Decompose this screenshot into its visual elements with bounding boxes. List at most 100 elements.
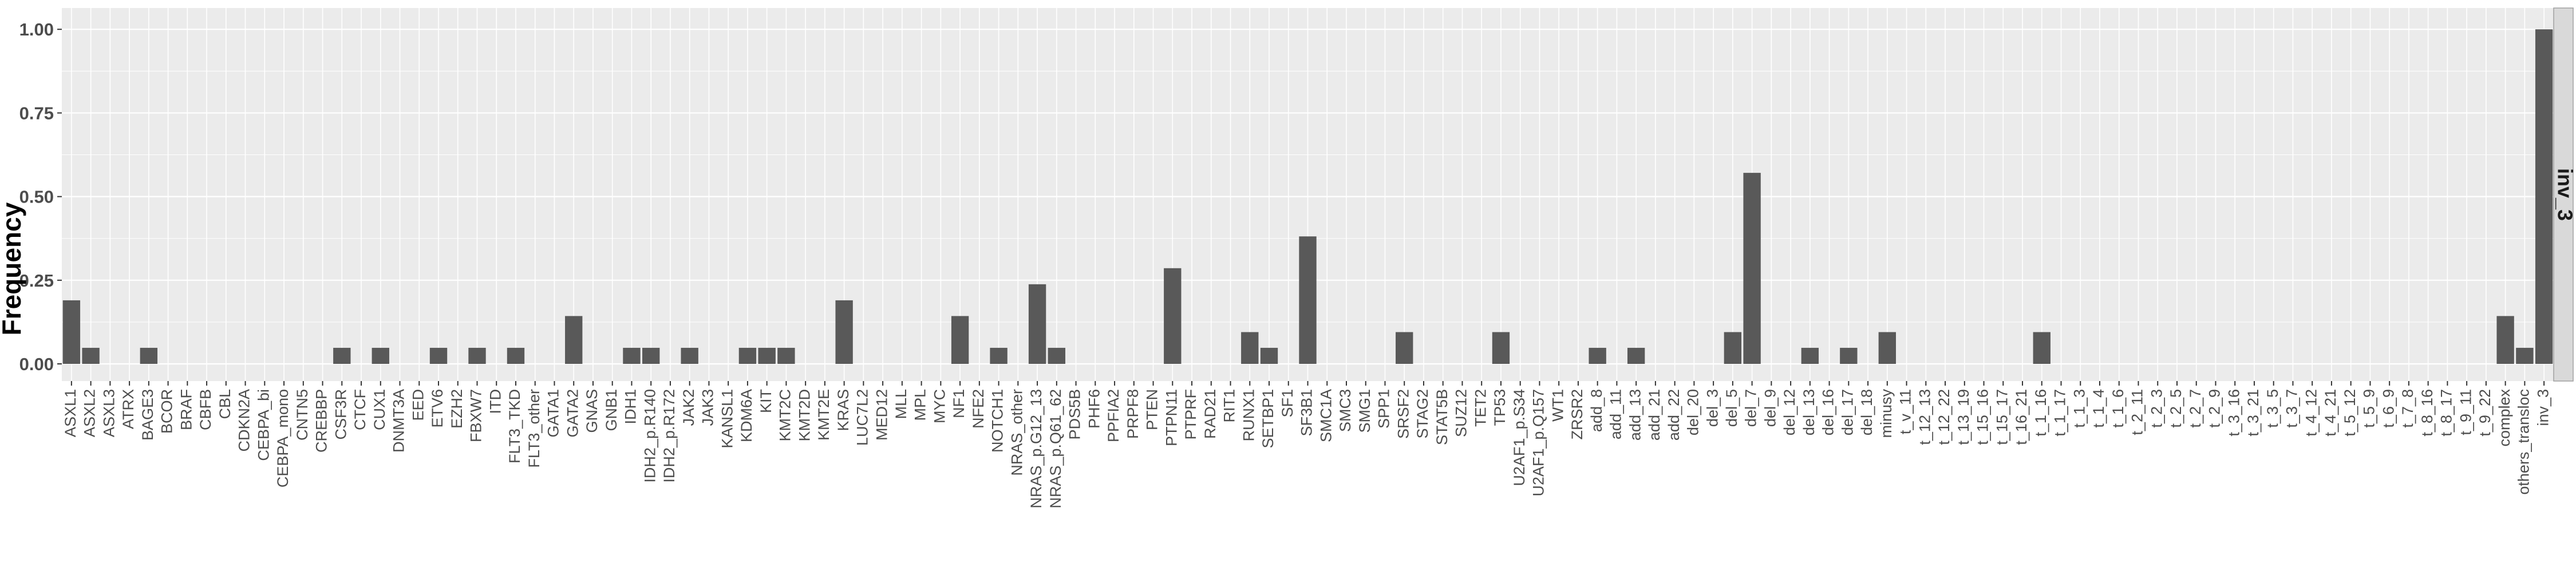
x-tick-label: CREBBP [313,389,330,453]
x-tick-label: t_3_16 [2225,389,2242,437]
x-tick-label: JAK2 [680,389,697,426]
y-tick-label: 0.50 [19,187,54,207]
bar-others_transloc [2516,347,2534,364]
x-tick-label: complex [2496,389,2513,447]
x-tick-label: MYC [931,389,948,423]
x-tick-label: t_3_7 [2283,389,2301,428]
x-tick-label: t_6_9 [2380,389,2397,428]
bar-IDH1 [623,347,641,364]
x-tick-label: others_transloc [2515,389,2532,495]
x-tick-label: NFE2 [970,389,987,429]
x-tick-label: t_2_11 [2129,389,2146,435]
x-tick-label: t_1_6 [2109,389,2127,428]
bar-add_8 [1589,347,1606,364]
x-tick-label: SETBP1 [1259,389,1277,449]
y-tick-label: 1.00 [19,19,54,39]
x-tick-label: t_4_21 [2322,389,2339,437]
grid-lines [62,8,2554,381]
x-tick-label: CTCF [351,389,369,430]
bar-FLT3_TKD [507,347,525,364]
x-tick-label: PRPF8 [1124,389,1141,439]
x-tick-label: t_5_9 [2361,389,2378,428]
x-tick-label: KRAS [835,389,852,431]
x-tick-label: t_2_9 [2206,389,2223,428]
x-tick-label: t_15_17 [1993,389,2010,445]
x-tick-label: STAT5B [1433,389,1451,445]
x-tick-label: IDH1 [622,389,639,425]
x-tick-label: t_8_17 [2438,389,2455,437]
x-tick-label: LUC7L2 [854,389,871,446]
x-tick-label: NRAS_p.G12_13 [1028,389,1045,509]
x-tick-label: PPFIA2 [1105,389,1122,442]
x-tick-label: PDS5B [1066,389,1084,440]
x-tick-label: t_7_8 [2399,389,2416,428]
x-tick-label: KANSL1 [718,389,736,449]
bar-NRAS_p.Q61_62 [1048,347,1066,364]
x-tick-label: ASXL1 [62,389,79,437]
x-tick-label: NRAS_other [1008,389,1025,476]
x-tick-label: CUX1 [371,389,388,430]
x-tick-label: del_17 [1839,389,1856,435]
x-tick-label: del_7 [1743,389,1760,427]
x-tick-label: NOTCH1 [989,389,1006,453]
bar-CSF3R [333,347,351,364]
bar-KDM6A [738,347,757,364]
x-tick-label: KDM6A [738,389,755,442]
bar-TP53 [1492,332,1510,364]
x-tick-label: del_20 [1685,389,1702,435]
bar-FBXW7 [468,347,486,364]
x-tick-label: CDKN2A [236,389,253,452]
bar-NRAS_p.G12_13 [1028,284,1046,364]
x-tick-label: ITD [487,389,504,414]
x-tick-label: MPL [912,389,929,421]
x-tick-label: MLL [892,389,910,419]
bars [62,29,2553,364]
x-tick-label: t_2_7 [2187,389,2204,428]
x-tick-label: GATA2 [564,389,581,438]
x-tick-label: FBXW7 [468,389,485,442]
x-tick-label: MED12 [873,389,890,441]
x-tick-label: SMG1 [1356,389,1373,433]
x-tick-label: CEBPA_mono [274,389,291,487]
x-tick-label: add_8 [1588,389,1605,432]
x-tick-label: KMT2D [796,389,813,442]
x-tick-label: IDH2_p.R172 [661,389,678,483]
x-tick-label: EZH2 [448,389,465,429]
x-tick-label: TP53 [1491,389,1508,426]
bar-del_5 [1724,332,1742,364]
x-tick-label: ETV6 [429,389,446,428]
bar-del_13 [1801,347,1819,364]
x-tick-label: SF3B1 [1298,389,1315,437]
x-tick-label: RUNX1 [1240,389,1257,442]
x-tick-label: ATRX [120,389,137,429]
x-tick-label: SRSF2 [1394,389,1412,439]
x-tick-label: t_12_22 [1935,389,1953,445]
x-tick-label: SF1 [1279,389,1296,418]
x-tick-label: NRAS_p.Q61_62 [1047,389,1064,509]
x-tick-label: FLT3_other [526,389,543,468]
x-tick-label: t_4_12 [2302,389,2320,437]
bar-t_1_16 [2033,332,2050,364]
x-tick-label: t_3_21 [2245,389,2262,437]
x-tick-label: inv_3 [2534,389,2551,426]
bar-inv_3 [2535,29,2553,364]
bar-ASXL2 [82,347,100,364]
x-tick-label: t_2_5 [2167,389,2184,428]
x-tick-label: PTEN [1144,389,1161,430]
x-tick-label: add_21 [1646,389,1663,441]
x-tick-label: del_5 [1723,389,1740,427]
x-tick-label: add_22 [1665,389,1682,441]
x-tick-label: del_9 [1761,389,1779,427]
bar-PTPN11 [1164,268,1182,364]
bar-RUNX1 [1241,332,1259,364]
x-tick-label: t_5_12 [2341,389,2358,437]
x-tick-label: BAGE3 [139,389,156,441]
x-tick-label: minusy [1878,389,1895,438]
x-tick-label: TET2 [1472,389,1489,427]
bar-SRSF2 [1396,332,1413,364]
x-tick-label: SUZ12 [1453,389,1470,437]
bar-SF3B1 [1299,236,1317,364]
x-tick-label: del_13 [1800,389,1818,435]
